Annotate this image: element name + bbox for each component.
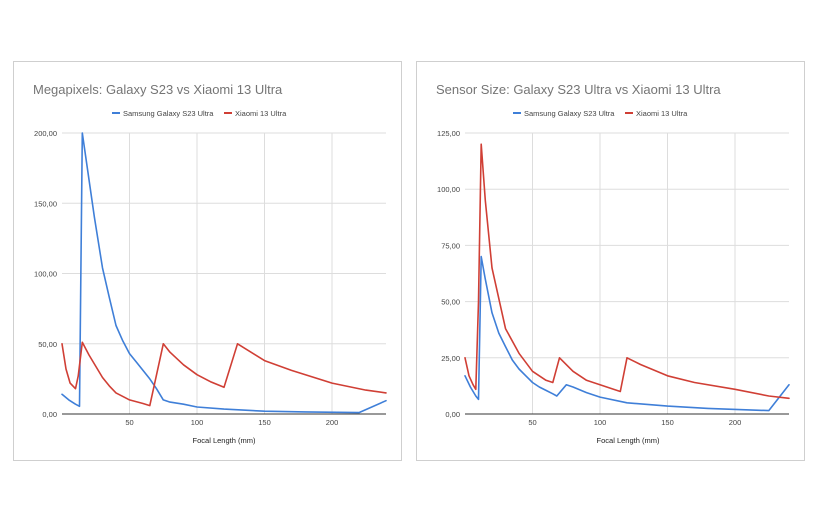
series-line-xiaomi bbox=[464, 143, 790, 400]
x-tick-label: 150 bbox=[258, 418, 271, 427]
y-tick-label: 125,00 bbox=[437, 129, 460, 138]
x-tick-label: 200 bbox=[729, 418, 742, 427]
sensor-size-chart-panel: Sensor Size: Galaxy S23 Ultra vs Xiaomi … bbox=[416, 61, 805, 461]
x-tick-label: 200 bbox=[326, 418, 339, 427]
legend: Samsung Galaxy S23 Ultra Xiaomi 13 Ultra bbox=[513, 109, 688, 118]
x-tick-label: 100 bbox=[594, 418, 607, 427]
y-tick-label: 75,00 bbox=[441, 241, 460, 250]
x-tick-label: 100 bbox=[191, 418, 204, 427]
legend-label-samsung: Samsung Galaxy S23 Ultra bbox=[123, 109, 214, 118]
y-tick-label: 25,00 bbox=[441, 354, 460, 363]
y-tick-label: 100,00 bbox=[34, 270, 57, 279]
series-line-xiaomi bbox=[61, 341, 387, 407]
y-tick-label: 150,00 bbox=[34, 199, 57, 208]
chart-title: Megapixels: Galaxy S23 vs Xiaomi 13 Ultr… bbox=[33, 82, 283, 97]
legend-label-xiaomi: Xiaomi 13 Ultra bbox=[235, 109, 287, 118]
y-tick-label: 100,00 bbox=[437, 185, 460, 194]
x-tick-label: 50 bbox=[125, 418, 133, 427]
megapixels-chart-panel: Megapixels: Galaxy S23 vs Xiaomi 13 Ultr… bbox=[13, 61, 402, 461]
sensor-size-chart: Sensor Size: Galaxy S23 Ultra vs Xiaomi … bbox=[436, 82, 790, 445]
x-tick-label: 150 bbox=[661, 418, 674, 427]
x-axis-title: Focal Length (mm) bbox=[193, 436, 256, 445]
y-tick-label: 0,00 bbox=[42, 410, 57, 419]
legend: Samsung Galaxy S23 Ultra Xiaomi 13 Ultra bbox=[112, 109, 287, 118]
x-axis-title: Focal Length (mm) bbox=[597, 436, 660, 445]
series-line-samsung bbox=[464, 255, 790, 412]
legend-label-samsung: Samsung Galaxy S23 Ultra bbox=[524, 109, 615, 118]
y-tick-label: 0,00 bbox=[445, 410, 460, 419]
megapixels-chart: Megapixels: Galaxy S23 vs Xiaomi 13 Ultr… bbox=[33, 82, 387, 445]
chart-title: Sensor Size: Galaxy S23 Ultra vs Xiaomi … bbox=[436, 82, 721, 97]
y-tick-label: 200,00 bbox=[34, 129, 57, 138]
series-line-samsung bbox=[61, 132, 387, 414]
x-tick-label: 50 bbox=[528, 418, 536, 427]
y-tick-label: 50,00 bbox=[38, 340, 57, 349]
legend-label-xiaomi: Xiaomi 13 Ultra bbox=[636, 109, 688, 118]
y-tick-label: 50,00 bbox=[441, 298, 460, 307]
